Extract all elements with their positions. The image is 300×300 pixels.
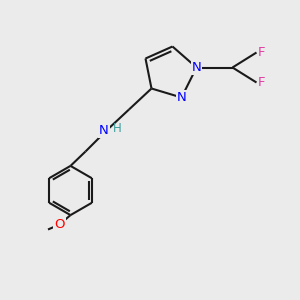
Text: N: N [99, 124, 109, 137]
Text: F: F [258, 76, 266, 89]
Text: N: N [177, 91, 186, 104]
Text: F: F [258, 46, 266, 59]
Text: H: H [112, 122, 122, 136]
Text: N: N [192, 61, 201, 74]
Text: O: O [54, 218, 64, 231]
